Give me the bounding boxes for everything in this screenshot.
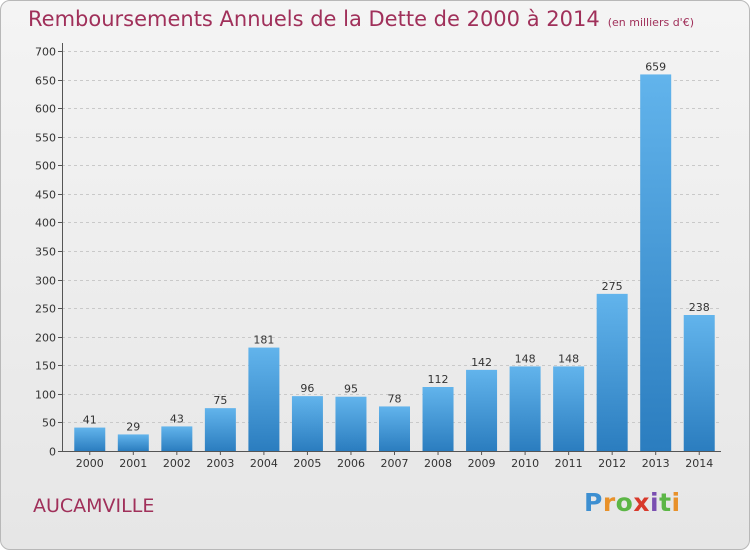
- x-tick-label: 2011: [555, 457, 583, 470]
- value-label: 41: [83, 414, 97, 427]
- y-tick-label: 350: [35, 246, 56, 259]
- y-tick-label: 100: [35, 389, 56, 402]
- bar-2002: [161, 426, 193, 451]
- x-tick-label: 2003: [206, 457, 234, 470]
- value-label: 238: [689, 301, 710, 314]
- x-tick-label: 2009: [468, 457, 496, 470]
- chart-title: Remboursements Annuels de la Dette de 20…: [28, 7, 694, 31]
- proxiti-logo[interactable]: Proxiti: [584, 488, 681, 517]
- x-tick-label: 2013: [642, 457, 670, 470]
- x-tick-label: 2004: [250, 457, 278, 470]
- gridlines: [62, 51, 721, 452]
- y-tick-label: 150: [35, 360, 56, 373]
- chart-unit-label: (en milliers d'€): [607, 16, 694, 29]
- value-label: 112: [428, 373, 449, 386]
- y-tick-label: 600: [35, 103, 56, 116]
- bar-2003: [204, 408, 236, 451]
- bar-2000: [74, 427, 106, 451]
- value-label: 148: [558, 352, 579, 365]
- y-tick-label: 400: [35, 217, 56, 230]
- value-label: 181: [253, 334, 274, 347]
- value-labels: 41 29 43 75 181 96 95 78 112 142 148 148 275 659 238: [83, 60, 710, 433]
- value-label: 275: [602, 280, 623, 293]
- bar-2004: [248, 347, 280, 451]
- bar-2013: [640, 74, 672, 451]
- x-tick-label: 2000: [76, 457, 104, 470]
- x-tick-label: 2014: [685, 457, 713, 470]
- bar-2005: [291, 396, 323, 451]
- x-tick-label: 2010: [511, 457, 539, 470]
- value-label: 659: [645, 60, 666, 73]
- x-tick-label: 2007: [381, 457, 409, 470]
- bar-2001: [117, 434, 149, 451]
- y-tick-label: 550: [35, 132, 56, 145]
- y-tick-label: 500: [35, 160, 56, 173]
- bar-2010: [509, 366, 541, 451]
- y-tick-label: 200: [35, 332, 56, 345]
- y-tick-label: 0: [49, 446, 56, 459]
- value-label: 148: [515, 352, 536, 365]
- bar-2007: [379, 406, 410, 451]
- y-tick-label: 450: [35, 189, 56, 202]
- x-tick-label: 2002: [163, 457, 191, 470]
- chart-title-text: Remboursements Annuels de la Dette de 20…: [28, 7, 600, 31]
- y-tick-label: 700: [35, 46, 56, 59]
- y-tick-label: 50: [42, 417, 56, 430]
- value-label: 96: [300, 382, 314, 395]
- bar-2011: [553, 366, 585, 451]
- value-label: 95: [344, 383, 358, 396]
- x-tick-label: 2012: [598, 457, 626, 470]
- town-name: AUCAMVILLE: [33, 495, 155, 517]
- bar-2014: [683, 315, 715, 451]
- value-label: 78: [388, 392, 402, 405]
- bars: [74, 74, 715, 451]
- axes: 0 50 100 150 200 250 300 350 400 450 500 550 600 650 7…: [35, 43, 721, 470]
- value-label: 142: [471, 356, 492, 369]
- y-tick-label: 250: [35, 303, 56, 316]
- bar-2009: [466, 369, 498, 451]
- bar-2012: [596, 293, 628, 451]
- x-tick-label: 2006: [337, 457, 365, 470]
- y-tick-label: 300: [35, 275, 56, 288]
- y-tick-label: 650: [35, 75, 56, 88]
- x-tick-label: 2008: [424, 457, 452, 470]
- x-tick-label: 2001: [119, 457, 147, 470]
- bar-2006: [335, 396, 367, 451]
- x-tick-label: 2005: [293, 457, 321, 470]
- bar-2008: [422, 387, 454, 451]
- value-label: 29: [126, 420, 140, 433]
- value-label: 43: [170, 412, 184, 425]
- value-label: 75: [213, 394, 227, 407]
